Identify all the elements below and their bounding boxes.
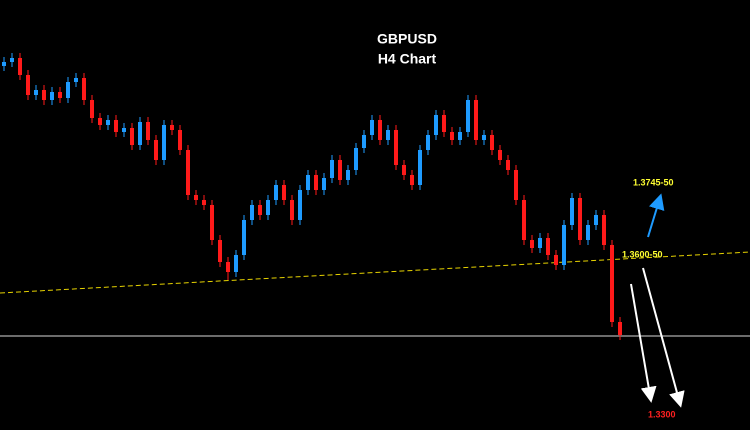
- candle-body: [234, 255, 238, 272]
- candle-body: [498, 150, 502, 160]
- candle-body: [474, 100, 478, 140]
- candle-body: [154, 140, 158, 160]
- candle-body: [42, 90, 46, 100]
- candle-body: [490, 135, 494, 150]
- candle-body: [242, 220, 246, 255]
- candle-body: [402, 165, 406, 175]
- candle-body: [378, 120, 382, 140]
- candle-body: [314, 175, 318, 190]
- candle-body: [194, 195, 198, 200]
- candle-body: [458, 132, 462, 140]
- candle-body: [170, 125, 174, 130]
- candle-body: [306, 175, 310, 190]
- candle-body: [2, 62, 6, 66]
- candle-body: [418, 150, 422, 185]
- candle-body: [370, 120, 374, 135]
- candle-body: [514, 170, 518, 200]
- candle-body: [34, 90, 38, 95]
- candle-body: [226, 262, 230, 272]
- up-arrow: [647, 193, 665, 238]
- candle-body: [322, 178, 326, 190]
- candle-body: [82, 78, 86, 100]
- candle-body: [354, 148, 358, 170]
- candle-body: [202, 200, 206, 205]
- candle-body: [610, 245, 614, 322]
- candle-body: [114, 120, 118, 132]
- candle-body: [602, 215, 606, 245]
- candle-body: [218, 240, 222, 262]
- candle-body: [562, 225, 566, 265]
- candle-body: [58, 92, 62, 98]
- candle-body: [266, 200, 270, 215]
- down-arrow: [642, 267, 685, 408]
- candle-body: [250, 205, 254, 220]
- candle-body: [410, 175, 414, 185]
- candle-body: [298, 190, 302, 220]
- candle-body: [578, 198, 582, 240]
- candle-body: [290, 200, 294, 220]
- candle-body: [18, 58, 22, 75]
- price-annotation: 1.3300: [648, 409, 676, 419]
- candle-body: [522, 200, 526, 240]
- candle-body: [274, 185, 278, 200]
- candle-body: [162, 125, 166, 160]
- candle-body: [482, 135, 486, 140]
- candle-body: [330, 160, 334, 178]
- candle-body: [426, 135, 430, 150]
- candle-body: [506, 160, 510, 170]
- candle-body: [26, 75, 30, 95]
- candle-body: [66, 82, 70, 98]
- chart-subtitle: H4 Chart: [378, 51, 437, 67]
- candle-body: [442, 115, 446, 132]
- candle-body: [186, 150, 190, 195]
- candle-body: [346, 170, 350, 180]
- candle-body: [282, 185, 286, 200]
- candle-body: [106, 120, 110, 125]
- candle-body: [546, 238, 550, 255]
- candle-body: [586, 225, 590, 240]
- candle-body: [178, 130, 182, 150]
- candle-body: [258, 205, 262, 215]
- candle-body: [618, 322, 622, 335]
- candle-body: [362, 135, 366, 148]
- candle-body: [50, 92, 54, 100]
- candle-body: [466, 100, 470, 132]
- candle-body: [338, 160, 342, 180]
- candle-body: [450, 132, 454, 140]
- price-annotation: 1.3745-50: [633, 177, 674, 187]
- candle-body: [10, 58, 14, 62]
- candle-body: [530, 240, 534, 248]
- price-annotation: 1.3600-50: [622, 249, 663, 259]
- trendline: [0, 251, 750, 294]
- candle-body: [146, 122, 150, 140]
- candle-body: [98, 118, 102, 125]
- candle-body: [594, 215, 598, 225]
- chart-title: GBPUSD: [377, 31, 437, 47]
- candle-body: [138, 122, 142, 145]
- candle-body: [554, 255, 558, 265]
- candle-body: [74, 78, 78, 82]
- candle-body: [386, 130, 390, 140]
- candle-body: [394, 130, 398, 165]
- candle-body: [538, 238, 542, 248]
- candle-body: [130, 128, 134, 145]
- candle-body: [122, 128, 126, 132]
- candle-body: [434, 115, 438, 135]
- candle-body: [570, 198, 574, 225]
- candle-body: [90, 100, 94, 118]
- down-arrow: [630, 283, 657, 403]
- candle-body: [210, 205, 214, 240]
